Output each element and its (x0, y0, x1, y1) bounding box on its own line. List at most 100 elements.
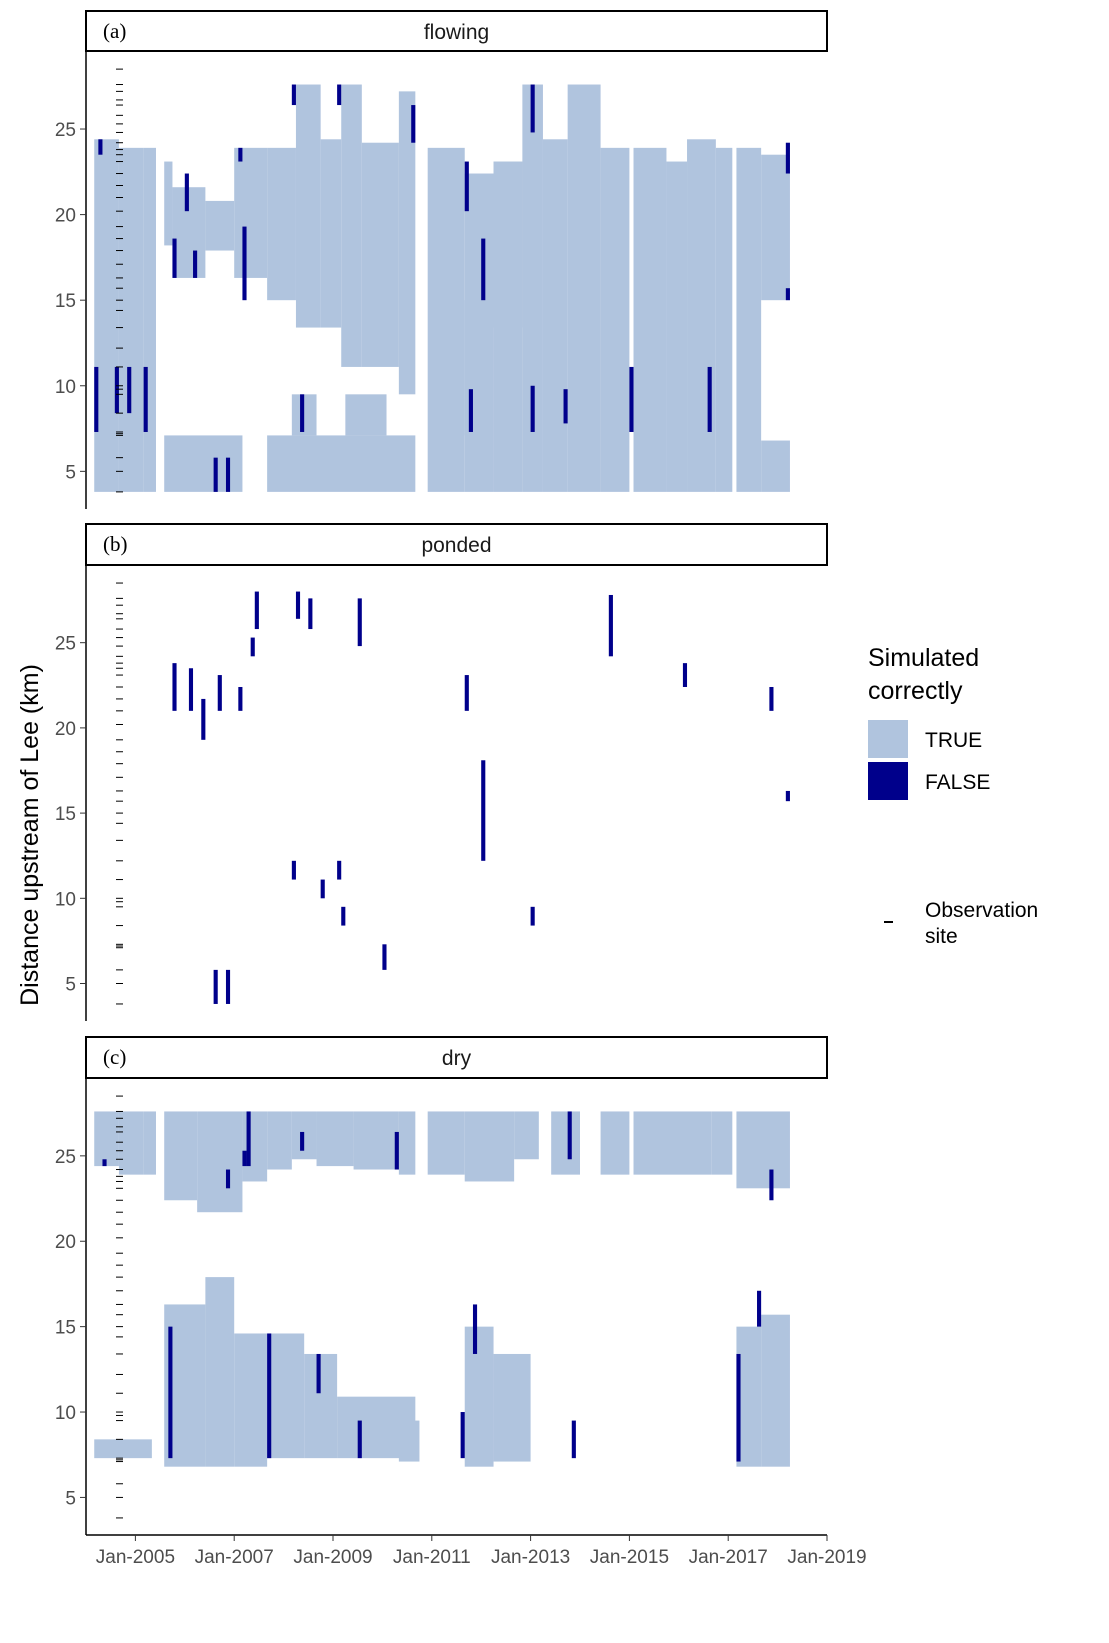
true-cell (493, 161, 523, 328)
y-tick-label: 20 (55, 206, 76, 227)
legend-observation-label-line2: site (925, 925, 958, 948)
false-cell (143, 366, 148, 432)
true-cell (94, 1111, 119, 1167)
true-cell (341, 84, 362, 367)
legend-true-label: TRUE (925, 729, 982, 752)
false-cell (530, 906, 535, 926)
panel-tag: (c) (103, 1045, 126, 1069)
panel-tag: (b) (103, 532, 128, 556)
false-cell (291, 84, 296, 106)
panel-dry: (c) dry 5 10 15 20 25 (55, 1036, 828, 1535)
true-cell (267, 1333, 305, 1459)
false-cell (337, 860, 342, 880)
false-cell (172, 663, 177, 711)
false-cell (785, 142, 790, 174)
false-cell (481, 760, 486, 861)
legend: Simulated correctly TRUE FALSE Observation si… (868, 644, 1038, 948)
true-cell (295, 84, 321, 328)
panel-strip (85, 1036, 828, 1079)
false-cell (300, 394, 305, 432)
true-cell (345, 394, 387, 436)
true-cell (205, 1277, 235, 1467)
true-cell (736, 147, 762, 492)
true-cell (353, 1111, 399, 1170)
true-cell (715, 147, 733, 492)
false-cell (460, 1412, 465, 1459)
false-cell (250, 637, 255, 657)
false-cell (246, 1111, 251, 1167)
false-cell (357, 598, 362, 647)
false-cell (168, 1326, 173, 1459)
x-axis: Jan-2005 Jan-2007 Jan-2009 Jan-2011 Jan-2013… (86, 1534, 867, 1568)
false-cell (464, 161, 469, 212)
legend-false-label: FALSE (925, 771, 990, 794)
true-cell (522, 84, 543, 492)
true-cell (118, 1111, 144, 1175)
panel-strip (85, 523, 828, 566)
false-cell (785, 790, 790, 802)
true-cell (267, 1111, 292, 1170)
true-cell (761, 1314, 790, 1467)
true-cell (514, 1111, 539, 1160)
false-cell (242, 226, 247, 301)
y-tick-label: 5 (65, 1488, 76, 1509)
y-tick-label: 15 (55, 804, 76, 825)
false-cell (184, 173, 189, 212)
true-cell (761, 440, 790, 492)
false-cell (411, 105, 416, 143)
false-cell (172, 238, 177, 278)
false-cell (563, 389, 568, 424)
true-cell (736, 1111, 790, 1189)
false-cell (769, 686, 774, 711)
false-cell (188, 668, 194, 711)
true-cell (464, 1111, 515, 1182)
false-cell (567, 1111, 572, 1160)
true-cell (164, 161, 173, 246)
true-cell (143, 1111, 156, 1175)
false-cell (481, 238, 486, 301)
true-cell (427, 1111, 465, 1175)
false-cell (254, 591, 259, 630)
true-cell (666, 161, 688, 492)
true-cell (197, 1111, 243, 1213)
false-cell (213, 969, 218, 1004)
panel-strip (85, 10, 828, 52)
false-cell (193, 250, 198, 278)
false-cell (94, 366, 99, 432)
true-cell (398, 1111, 416, 1175)
x-tick-label: Jan-2007 (195, 1547, 274, 1568)
true-cell (242, 1111, 268, 1182)
y-tick-label: 10 (55, 377, 76, 398)
true-cell (464, 1326, 494, 1467)
false-cell (242, 1150, 247, 1167)
false-cell (98, 139, 103, 155)
true-cell (164, 1111, 198, 1201)
false-cell (308, 598, 313, 630)
true-cell (761, 154, 790, 301)
false-cell (530, 84, 535, 133)
true-cell (736, 1326, 762, 1467)
false-cell (736, 1353, 741, 1462)
false-cell (102, 1159, 107, 1167)
legend-true-swatch (868, 720, 908, 758)
true-cell (567, 84, 601, 492)
false-cell (464, 675, 469, 711)
false-cell (225, 457, 231, 492)
y-tick-label: 10 (55, 889, 76, 910)
false-cell (608, 594, 613, 657)
true-cell (234, 147, 268, 278)
true-cell (94, 1439, 152, 1459)
true-cell (493, 1353, 531, 1462)
panel-title: ponded (421, 534, 491, 557)
false-cell (238, 686, 243, 711)
x-tick-label: Jan-2019 (787, 1547, 866, 1568)
true-cell (600, 1111, 630, 1175)
false-cell (394, 1131, 399, 1170)
y-tick-label: 25 (55, 634, 76, 655)
legend-title-line1: Simulated (868, 644, 979, 672)
panel-tag: (a) (103, 19, 126, 43)
x-tick-label: Jan-2011 (393, 1547, 471, 1568)
panel-ponded: (b) ponded 5 10 15 20 25 (55, 523, 828, 1021)
y-tick-label: 20 (55, 719, 76, 740)
true-cell (633, 147, 667, 492)
